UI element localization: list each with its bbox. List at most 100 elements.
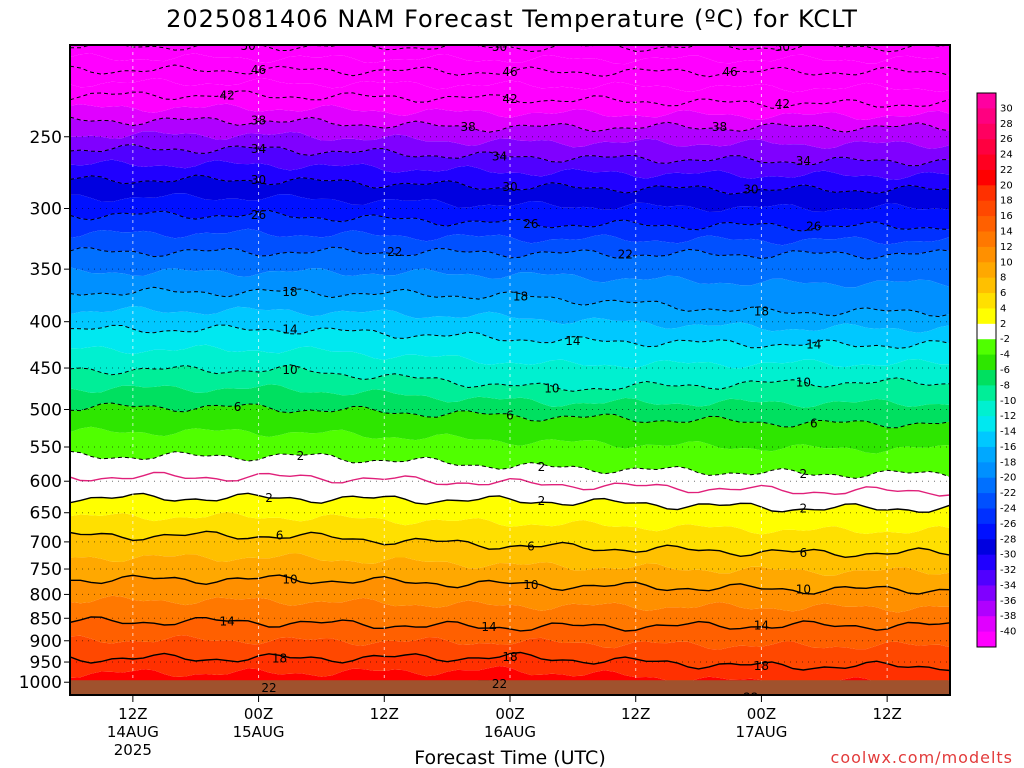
colorbar-swatch bbox=[977, 616, 996, 633]
contour-label: 2 bbox=[800, 467, 808, 481]
time-tick-label: 2025 bbox=[114, 741, 152, 759]
contour-label: 10 bbox=[796, 376, 811, 390]
contour-label: 42 bbox=[775, 97, 790, 111]
colorbar-label: 16 bbox=[1000, 211, 1013, 222]
colorbar-label: -28 bbox=[1000, 534, 1016, 545]
contour-label: 46 bbox=[251, 63, 266, 77]
colorbar-swatch bbox=[977, 308, 996, 325]
contour-label: 18 bbox=[513, 289, 528, 303]
contour-line bbox=[70, 64, 950, 78]
colorbar-swatch bbox=[977, 108, 996, 125]
colorbar-label: 24 bbox=[1000, 150, 1013, 161]
temperature-band bbox=[70, 511, 950, 558]
temperature-bands bbox=[70, 45, 950, 695]
contour-line bbox=[70, 530, 950, 559]
time-tick-label: 14AUG bbox=[107, 723, 159, 741]
colorbar-swatch bbox=[977, 246, 996, 263]
contour-label: 18 bbox=[754, 659, 769, 673]
colorbar-label: 28 bbox=[1000, 119, 1013, 130]
pressure-tick-label: 950 bbox=[30, 653, 62, 673]
contour-line bbox=[70, 402, 950, 429]
colorbar-label: -30 bbox=[1000, 550, 1016, 561]
pressure-axis: 250 300 350 400 450 500 550 600 650 700 750 800 850 9… bbox=[19, 128, 70, 693]
colorbar-swatch bbox=[977, 323, 996, 340]
contour-label: 26 bbox=[806, 219, 821, 233]
contour-label: 46 bbox=[722, 65, 737, 79]
contour-label: 14 bbox=[565, 334, 580, 348]
colorbar-swatch bbox=[977, 370, 996, 386]
contour-label: 6 bbox=[810, 416, 818, 430]
pressure-tick-label: 450 bbox=[30, 359, 62, 379]
time-tick-label: 15AUG bbox=[233, 723, 285, 741]
colorbar-label: -24 bbox=[1000, 504, 1016, 515]
colorbar-label: -10 bbox=[1000, 396, 1016, 407]
time-tick-label: 00Z bbox=[495, 705, 524, 723]
contour-line bbox=[70, 174, 950, 195]
colorbar-label: -34 bbox=[1000, 580, 1016, 591]
contour-label: 30 bbox=[502, 180, 517, 194]
colorbar-swatch bbox=[977, 262, 996, 279]
colorbar-swatch bbox=[977, 231, 996, 248]
contour-label: 14 bbox=[754, 619, 769, 633]
contour-label: 18 bbox=[282, 285, 297, 299]
colorbar-swatch bbox=[977, 477, 996, 494]
pressure-tick-label: 650 bbox=[30, 504, 62, 524]
chart-title: 2025081406 NAM Forecast Temperature (ºC)… bbox=[166, 5, 858, 33]
contour-label: 14 bbox=[481, 620, 496, 634]
colorbar-label: 22 bbox=[1000, 165, 1013, 176]
contour-label: 50 bbox=[775, 40, 790, 54]
temperature-band bbox=[70, 91, 950, 120]
temperature-band bbox=[70, 247, 950, 288]
temperature-band bbox=[70, 364, 950, 408]
temperature-band bbox=[70, 131, 950, 166]
colorbar-label: -22 bbox=[1000, 488, 1016, 499]
watermark: coolwx.com/modelts bbox=[831, 748, 1013, 767]
pressure-tick-label: 600 bbox=[30, 472, 62, 492]
pressure-tick-label: 850 bbox=[30, 609, 62, 629]
colorbar-label: 26 bbox=[1000, 134, 1013, 145]
pressure-tick-label: 300 bbox=[30, 199, 62, 219]
colorbar-label: 10 bbox=[1000, 257, 1013, 268]
colorbar-label: 30 bbox=[1000, 103, 1013, 114]
temperature-band bbox=[70, 144, 950, 180]
colorbar-swatch bbox=[977, 508, 996, 525]
colorbar-label: -32 bbox=[1000, 565, 1016, 576]
contour-label: 42 bbox=[502, 92, 517, 106]
contour-label: 2 bbox=[538, 494, 546, 508]
time-tick-label: 16AUG bbox=[484, 723, 536, 741]
colorbar-swatch bbox=[977, 354, 996, 371]
colorbar: 30 28 26 24 22 20 18 16 14 12 10 8 6 4 2 -2 -4 -6 -8 -10 -12… bbox=[976, 92, 1016, 648]
contour-line bbox=[70, 364, 950, 392]
pressure-tick-label: 500 bbox=[30, 400, 62, 420]
contour-line bbox=[70, 143, 950, 167]
colorbar-swatch bbox=[977, 462, 996, 479]
time-tick-label: 12Z bbox=[621, 705, 650, 723]
contour-line bbox=[70, 651, 950, 672]
colorbar-label: 18 bbox=[1000, 196, 1013, 207]
pressure-tick-label: 800 bbox=[30, 585, 62, 605]
colorbar-swatch bbox=[977, 600, 996, 617]
temperature-band bbox=[70, 403, 950, 454]
contour-label: 50 bbox=[492, 40, 507, 54]
contour-label: 18 bbox=[754, 305, 769, 319]
contour-label: 6 bbox=[527, 539, 535, 553]
contour-line bbox=[70, 116, 950, 133]
contour-label: 10 bbox=[544, 381, 559, 395]
temperature-band bbox=[70, 267, 950, 317]
colorbar-label: -38 bbox=[1000, 611, 1016, 622]
contour-label: 10 bbox=[282, 363, 297, 377]
temperature-band bbox=[70, 78, 950, 109]
contour-label: 38 bbox=[460, 120, 475, 134]
colorbar-label: -12 bbox=[1000, 411, 1016, 422]
contour-label: 50 bbox=[240, 39, 255, 53]
colorbar-swatch bbox=[977, 431, 996, 448]
contour-label: 14 bbox=[806, 338, 821, 352]
contour-label: 10 bbox=[796, 582, 811, 596]
contour-line bbox=[70, 574, 950, 595]
colorbar-swatch bbox=[977, 93, 996, 109]
time-tick-label: 17AUG bbox=[735, 723, 787, 741]
